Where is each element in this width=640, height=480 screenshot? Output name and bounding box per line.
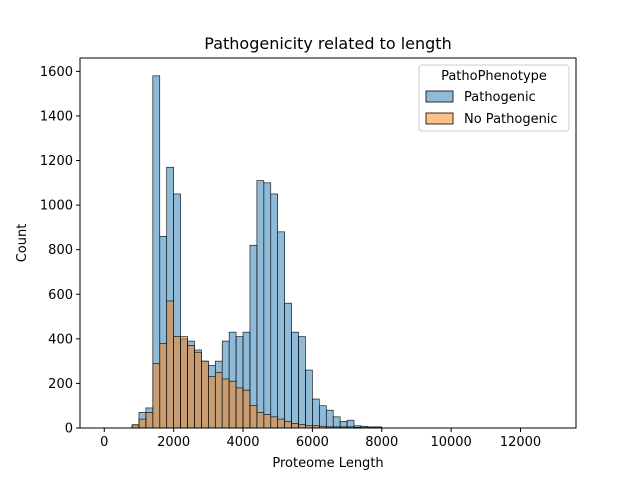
no-pathogenic-bar: [138, 418, 147, 429]
no-pathogenic-bar: [263, 414, 272, 429]
y-axis-ticks: 0 200 400 600 800 1000 1200 1400 1600: [40, 65, 80, 437]
y-tick-label: 1200: [40, 154, 73, 169]
x-tick-label: 12000: [500, 435, 541, 450]
no-pathogenic-bar: [221, 378, 230, 429]
legend-swatch-no-pathogenic: [425, 112, 454, 125]
pathogenic-bar: [263, 182, 272, 429]
no-pathogenic-bar: [145, 412, 154, 429]
no-pathogenic-bar: [152, 363, 161, 429]
pathogenic-bar: [277, 231, 285, 429]
legend-label-no-pathogenic: No Pathogenic: [464, 112, 558, 127]
no-pathogenic-bar: [201, 360, 209, 429]
no-pathogenic-bar: [166, 300, 174, 429]
legend-title: PathoPhenotype: [441, 69, 547, 84]
x-tick-label: 6000: [296, 435, 329, 450]
pathogenic-bar: [319, 405, 327, 429]
no-pathogenic-bar: [242, 389, 251, 429]
y-tick-label: 1000: [40, 199, 73, 214]
no-pathogenic-bar: [194, 351, 202, 429]
y-tick-label: 600: [48, 288, 73, 303]
y-tick-label: 200: [48, 377, 73, 392]
legend-box: [418, 64, 570, 132]
pathogenic-bar: [312, 398, 320, 429]
x-axis-label: Proteome Length: [272, 456, 383, 471]
chart-title: Pathogenicity related to length: [204, 34, 451, 53]
x-tick-label: 10000: [430, 435, 471, 450]
pathogenic-bar: [298, 336, 306, 429]
x-axis-ticks: 0 2000 4000 6000 8000 10000 12000: [100, 428, 541, 450]
no-pathogenic-bar: [284, 421, 292, 429]
pathogenic-bar: [325, 409, 334, 429]
no-pathogenic-bar: [291, 423, 299, 429]
no-pathogenic-bar: [208, 376, 216, 429]
no-pathogenic-bar: [270, 416, 279, 429]
bars-group: [131, 75, 383, 429]
y-tick-label: 800: [48, 243, 73, 258]
legend-swatch-pathogenic: [425, 90, 454, 103]
no-pathogenic-bar: [159, 343, 168, 429]
x-tick-label: 0: [100, 435, 108, 450]
y-tick-label: 1600: [40, 65, 73, 80]
x-tick-label: 8000: [365, 435, 398, 450]
pathogenic-bar: [256, 180, 265, 429]
legend-label-pathogenic: Pathogenic: [464, 90, 536, 105]
y-tick-label: 1400: [40, 109, 73, 124]
legend: PathoPhenotype Pathogenic No Pathogenic: [418, 64, 570, 132]
no-pathogenic-bar: [277, 418, 285, 429]
no-pathogenic-bar: [131, 424, 140, 429]
y-tick-label: 0: [65, 422, 73, 437]
pathogenic-bar: [249, 244, 258, 429]
no-pathogenic-bar: [235, 387, 244, 429]
y-axis-label: Count: [15, 224, 30, 263]
pathogenic-bar: [284, 302, 292, 429]
plot-frame: [79, 57, 577, 429]
no-pathogenic-bar: [256, 412, 265, 429]
no-pathogenic-bar: [228, 380, 237, 429]
no-pathogenic-bar: [173, 336, 181, 429]
pathogenic-bar: [291, 331, 299, 429]
no-pathogenic-bar: [187, 345, 195, 429]
x-tick-label: 2000: [157, 435, 190, 450]
pathogenic-bar: [270, 193, 279, 429]
no-pathogenic-bar: [249, 405, 258, 429]
y-tick-label: 400: [48, 332, 73, 347]
no-pathogenic-bar: [298, 424, 306, 429]
x-tick-label: 4000: [226, 435, 259, 450]
no-pathogenic-bar: [214, 371, 223, 429]
pathogenic-bar: [305, 369, 313, 429]
pathogenic-bar: [332, 416, 341, 429]
no-pathogenic-bar: [180, 336, 188, 429]
